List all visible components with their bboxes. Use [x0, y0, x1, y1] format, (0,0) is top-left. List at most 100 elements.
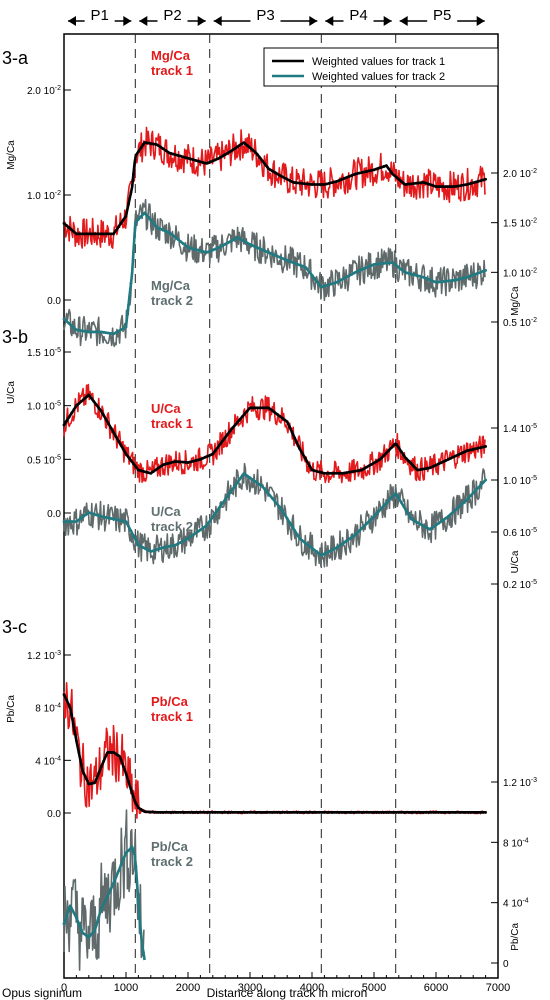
right-tick-label: 8 10-4 — [503, 837, 529, 849]
weighted-point — [270, 252, 274, 256]
weighted-point — [82, 329, 86, 333]
weighted-point — [471, 181, 475, 185]
weighted-point — [417, 810, 421, 814]
weighted-point — [461, 501, 465, 505]
weighted-point — [171, 234, 175, 237]
weighted-point — [429, 278, 433, 282]
weighted-point — [481, 178, 485, 182]
x-tick-label: 7000 — [486, 982, 510, 994]
period-label-p2: P2 — [163, 7, 181, 24]
series-label-track2: track 2 — [151, 293, 193, 308]
weighted-point — [218, 505, 222, 508]
weighted-point — [432, 464, 435, 468]
weighted-point — [365, 170, 368, 173]
weighted-point — [139, 469, 143, 473]
weighted-point — [308, 810, 311, 814]
weighted-point — [419, 523, 423, 526]
weighted-point — [141, 142, 145, 146]
weighted-point — [89, 396, 93, 400]
weighted-point — [112, 881, 115, 885]
weighted-point — [481, 810, 485, 814]
weighted-point — [251, 148, 254, 152]
weighted-point — [285, 177, 289, 181]
weighted-point — [367, 810, 371, 814]
weighted-point — [362, 267, 366, 271]
left-axis-label: Mg/Ca — [6, 140, 17, 170]
weighted-point — [84, 232, 88, 236]
weighted-point — [444, 459, 448, 462]
weighted-point — [332, 810, 336, 814]
weighted-point — [107, 516, 111, 520]
series-label-track2: track 2 — [151, 854, 193, 869]
weighted-point — [246, 144, 249, 148]
weighted-point — [476, 271, 480, 275]
panel-id-3-a: 3-a — [2, 48, 29, 68]
weighted-point — [122, 218, 125, 221]
weighted-point — [414, 181, 418, 185]
weighted-point — [213, 158, 217, 162]
weighted-point — [337, 279, 341, 283]
weighted-point — [367, 169, 371, 173]
weighted-point — [256, 246, 259, 250]
weighted-point — [146, 215, 150, 219]
weighted-point — [392, 443, 396, 447]
weighted-point — [481, 269, 485, 273]
weighted-point — [275, 412, 279, 416]
weighted-point — [238, 237, 242, 241]
weighted-point — [72, 230, 76, 234]
weighted-point — [241, 141, 244, 145]
weighted-point — [280, 175, 284, 179]
weighted-point — [179, 154, 182, 158]
weighted-point — [459, 810, 463, 814]
weighted-point — [365, 810, 368, 814]
weighted-point — [347, 274, 351, 278]
weighted-point — [102, 902, 106, 906]
weighted-point — [256, 481, 259, 485]
weighted-point — [129, 459, 133, 462]
weighted-point — [285, 517, 289, 520]
weighted-point — [318, 470, 321, 474]
weighted-point — [355, 469, 359, 473]
weighted-point — [270, 409, 274, 413]
weighted-point — [399, 810, 403, 814]
weighted-point — [196, 159, 200, 163]
weighted-point — [437, 280, 440, 284]
weighted-point — [241, 415, 244, 418]
weighted-point — [484, 445, 487, 448]
weighted-point — [394, 175, 398, 179]
right-tick-label: 1.0 10-2 — [503, 267, 537, 279]
weighted-point — [288, 810, 292, 814]
weighted-point — [380, 165, 383, 169]
weighted-point — [166, 810, 170, 814]
weighted-point — [248, 406, 252, 410]
weighted-point — [372, 461, 376, 465]
weighted-point — [308, 270, 311, 274]
weighted-point — [263, 810, 267, 814]
weighted-point — [434, 523, 438, 527]
weighted-point — [189, 157, 192, 161]
weighted-point — [474, 180, 478, 184]
weighted-point — [419, 181, 423, 185]
weighted-point — [233, 810, 237, 814]
weighted-point — [72, 408, 76, 411]
weighted-point — [77, 232, 81, 236]
weighted-point — [290, 525, 294, 528]
weighted-point — [479, 446, 483, 449]
weighted-point — [265, 250, 269, 254]
right-tick-label: 1.2 10-3 — [503, 777, 537, 789]
weighted-point — [122, 765, 125, 769]
weighted-point — [335, 471, 339, 475]
left-tick-label: 0.0 — [47, 296, 61, 307]
weighted-point — [332, 471, 336, 475]
weighted-point — [385, 810, 388, 814]
x-tick-label: 4000 — [300, 982, 324, 994]
weighted-point — [201, 526, 205, 530]
weighted-point — [461, 276, 465, 280]
weighted-point — [114, 228, 118, 232]
right-tick-label: 0.5 10-2 — [503, 317, 537, 329]
weighted-point — [221, 810, 225, 814]
period-arrowhead-left — [139, 16, 148, 26]
weighted-point — [397, 177, 401, 181]
weighted-point — [233, 484, 237, 488]
weighted-point — [394, 492, 398, 496]
